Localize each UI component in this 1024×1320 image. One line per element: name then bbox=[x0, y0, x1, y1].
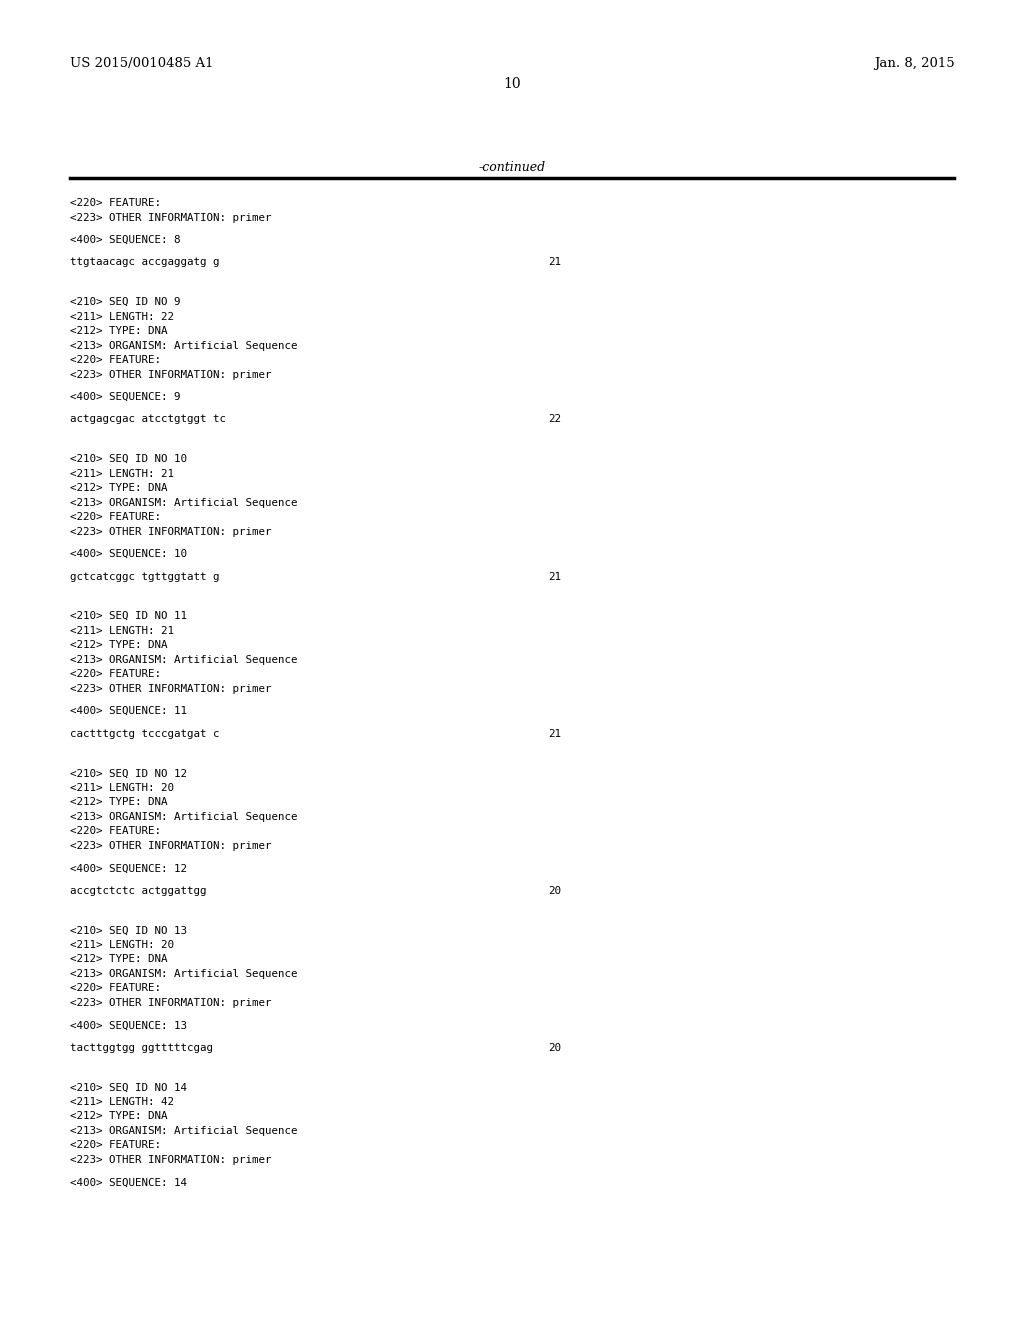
Text: <212> TYPE: DNA: <212> TYPE: DNA bbox=[70, 483, 167, 494]
Text: 21: 21 bbox=[548, 572, 561, 582]
Text: <400> SEQUENCE: 12: <400> SEQUENCE: 12 bbox=[70, 863, 186, 874]
Text: accgtctctc actggattgg: accgtctctc actggattgg bbox=[70, 886, 206, 896]
Text: <220> FEATURE:: <220> FEATURE: bbox=[70, 826, 161, 837]
Text: <223> OTHER INFORMATION: primer: <223> OTHER INFORMATION: primer bbox=[70, 684, 271, 694]
Text: <211> LENGTH: 21: <211> LENGTH: 21 bbox=[70, 626, 174, 636]
Text: <212> TYPE: DNA: <212> TYPE: DNA bbox=[70, 640, 167, 651]
Text: <223> OTHER INFORMATION: primer: <223> OTHER INFORMATION: primer bbox=[70, 841, 271, 851]
Text: <400> SEQUENCE: 11: <400> SEQUENCE: 11 bbox=[70, 706, 186, 717]
Text: tacttggtgg ggtttttcgag: tacttggtgg ggtttttcgag bbox=[70, 1043, 213, 1053]
Text: <210> SEQ ID NO 13: <210> SEQ ID NO 13 bbox=[70, 925, 186, 936]
Text: <212> TYPE: DNA: <212> TYPE: DNA bbox=[70, 954, 167, 965]
Text: <211> LENGTH: 20: <211> LENGTH: 20 bbox=[70, 783, 174, 793]
Text: <223> OTHER INFORMATION: primer: <223> OTHER INFORMATION: primer bbox=[70, 213, 271, 223]
Text: <220> FEATURE:: <220> FEATURE: bbox=[70, 355, 161, 366]
Text: gctcatcggc tgttggtatt g: gctcatcggc tgttggtatt g bbox=[70, 572, 219, 582]
Text: Jan. 8, 2015: Jan. 8, 2015 bbox=[873, 57, 954, 70]
Text: cactttgctg tcccgatgat c: cactttgctg tcccgatgat c bbox=[70, 729, 219, 739]
Text: 21: 21 bbox=[548, 729, 561, 739]
Text: ttgtaacagc accgaggatg g: ttgtaacagc accgaggatg g bbox=[70, 257, 219, 268]
Text: <400> SEQUENCE: 9: <400> SEQUENCE: 9 bbox=[70, 392, 180, 403]
Text: <213> ORGANISM: Artificial Sequence: <213> ORGANISM: Artificial Sequence bbox=[70, 812, 297, 822]
Text: <223> OTHER INFORMATION: primer: <223> OTHER INFORMATION: primer bbox=[70, 527, 271, 537]
Text: <211> LENGTH: 21: <211> LENGTH: 21 bbox=[70, 469, 174, 479]
Text: <400> SEQUENCE: 14: <400> SEQUENCE: 14 bbox=[70, 1177, 186, 1188]
Text: <223> OTHER INFORMATION: primer: <223> OTHER INFORMATION: primer bbox=[70, 370, 271, 380]
Text: 21: 21 bbox=[548, 257, 561, 268]
Text: <213> ORGANISM: Artificial Sequence: <213> ORGANISM: Artificial Sequence bbox=[70, 655, 297, 665]
Text: <211> LENGTH: 20: <211> LENGTH: 20 bbox=[70, 940, 174, 950]
Text: <220> FEATURE:: <220> FEATURE: bbox=[70, 983, 161, 994]
Text: <400> SEQUENCE: 8: <400> SEQUENCE: 8 bbox=[70, 235, 180, 246]
Text: <220> FEATURE:: <220> FEATURE: bbox=[70, 198, 161, 209]
Text: <211> LENGTH: 22: <211> LENGTH: 22 bbox=[70, 312, 174, 322]
Text: <211> LENGTH: 42: <211> LENGTH: 42 bbox=[70, 1097, 174, 1107]
Text: <400> SEQUENCE: 10: <400> SEQUENCE: 10 bbox=[70, 549, 186, 560]
Text: US 2015/0010485 A1: US 2015/0010485 A1 bbox=[70, 57, 213, 70]
Text: <220> FEATURE:: <220> FEATURE: bbox=[70, 512, 161, 523]
Text: 20: 20 bbox=[548, 886, 561, 896]
Text: <213> ORGANISM: Artificial Sequence: <213> ORGANISM: Artificial Sequence bbox=[70, 341, 297, 351]
Text: <210> SEQ ID NO 12: <210> SEQ ID NO 12 bbox=[70, 768, 186, 779]
Text: <210> SEQ ID NO 11: <210> SEQ ID NO 11 bbox=[70, 611, 186, 622]
Text: <210> SEQ ID NO 10: <210> SEQ ID NO 10 bbox=[70, 454, 186, 465]
Text: <212> TYPE: DNA: <212> TYPE: DNA bbox=[70, 1111, 167, 1122]
Text: -continued: -continued bbox=[478, 161, 546, 174]
Text: <210> SEQ ID NO 14: <210> SEQ ID NO 14 bbox=[70, 1082, 186, 1093]
Text: 20: 20 bbox=[548, 1043, 561, 1053]
Text: <213> ORGANISM: Artificial Sequence: <213> ORGANISM: Artificial Sequence bbox=[70, 1126, 297, 1137]
Text: 22: 22 bbox=[548, 414, 561, 425]
Text: <212> TYPE: DNA: <212> TYPE: DNA bbox=[70, 326, 167, 337]
Text: actgagcgac atcctgtggt tc: actgagcgac atcctgtggt tc bbox=[70, 414, 225, 425]
Text: <223> OTHER INFORMATION: primer: <223> OTHER INFORMATION: primer bbox=[70, 998, 271, 1008]
Text: <220> FEATURE:: <220> FEATURE: bbox=[70, 1140, 161, 1151]
Text: <212> TYPE: DNA: <212> TYPE: DNA bbox=[70, 797, 167, 808]
Text: <213> ORGANISM: Artificial Sequence: <213> ORGANISM: Artificial Sequence bbox=[70, 498, 297, 508]
Text: 10: 10 bbox=[503, 77, 521, 91]
Text: <220> FEATURE:: <220> FEATURE: bbox=[70, 669, 161, 680]
Text: <223> OTHER INFORMATION: primer: <223> OTHER INFORMATION: primer bbox=[70, 1155, 271, 1166]
Text: <400> SEQUENCE: 13: <400> SEQUENCE: 13 bbox=[70, 1020, 186, 1031]
Text: <213> ORGANISM: Artificial Sequence: <213> ORGANISM: Artificial Sequence bbox=[70, 969, 297, 979]
Text: <210> SEQ ID NO 9: <210> SEQ ID NO 9 bbox=[70, 297, 180, 308]
